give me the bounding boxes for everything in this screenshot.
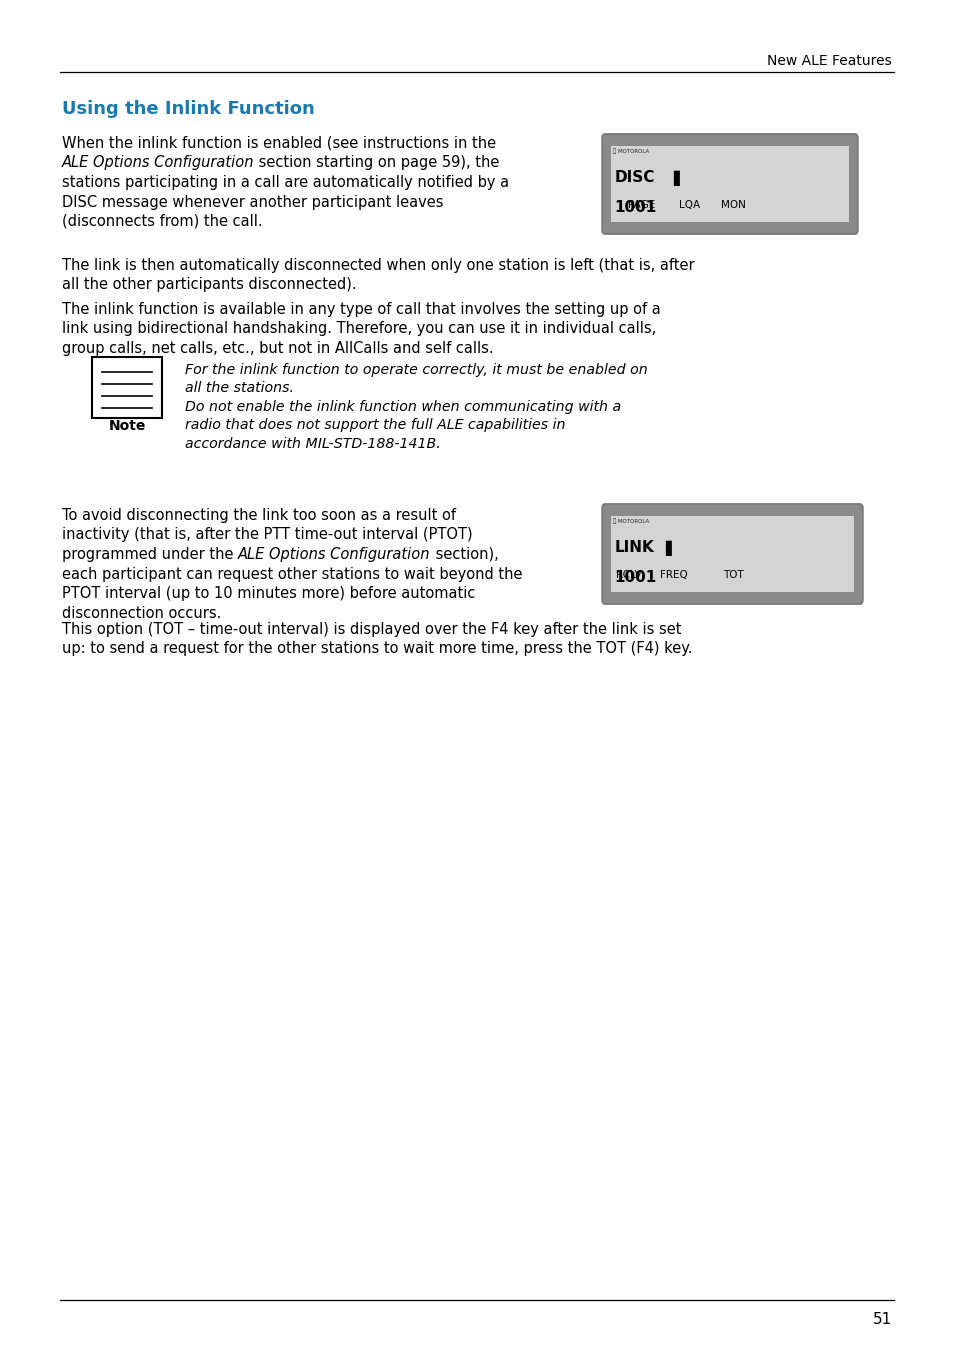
Text: ▌: ▌: [672, 170, 683, 185]
Text: Note: Note: [109, 419, 146, 433]
Text: 1001: 1001: [614, 200, 656, 215]
Text: Do not enable the inlink function when communicating with a: Do not enable the inlink function when c…: [185, 400, 620, 414]
Text: MON: MON: [720, 200, 745, 211]
Text: all the stations.: all the stations.: [185, 381, 294, 396]
Text: Using the Inlink Function: Using the Inlink Function: [62, 100, 314, 118]
Text: up: to send a request for the other stations to wait more time, press the TOT (F: up: to send a request for the other stat…: [62, 641, 692, 657]
Text: each participant can request other stations to wait beyond the: each participant can request other stati…: [62, 566, 522, 581]
Text: The link is then automatically disconnected when only one station is left (that : The link is then automatically disconnec…: [62, 258, 694, 273]
Text: disconnection occurs.: disconnection occurs.: [62, 606, 221, 621]
Text: LINK: LINK: [614, 541, 654, 556]
Text: 1001: 1001: [614, 571, 656, 585]
Text: all the other participants disconnected).: all the other participants disconnected)…: [62, 277, 356, 292]
FancyBboxPatch shape: [92, 357, 162, 418]
Text: 51: 51: [872, 1311, 891, 1328]
Text: stations participating in a call are automatically notified by a: stations participating in a call are aut…: [62, 174, 509, 191]
Text: When the inlink function is enabled (see instructions in the: When the inlink function is enabled (see…: [62, 137, 496, 151]
Text: inactivity (that is, after the PTT time-out interval (PTOT): inactivity (that is, after the PTT time-…: [62, 527, 472, 542]
Text: group calls, net calls, etc., but not in AllCalls and self calls.: group calls, net calls, etc., but not in…: [62, 341, 493, 356]
Text: This option (TOT – time-out interval) is displayed over the F4 key after the lin: This option (TOT – time-out interval) is…: [62, 622, 680, 637]
Text: LQA: LQA: [679, 200, 700, 211]
Text: accordance with MIL-STD-188-141B.: accordance with MIL-STD-188-141B.: [185, 437, 440, 452]
Text: section),: section),: [430, 548, 497, 562]
Text: programmed under the: programmed under the: [62, 548, 238, 562]
Text: link using bidirectional handshaking. Therefore, you can use it in individual ca: link using bidirectional handshaking. Th…: [62, 322, 656, 337]
Text: ▌: ▌: [664, 541, 676, 556]
Text: FREQ: FREQ: [659, 571, 687, 580]
Text: The inlink function is available in any type of call that involves the setting u: The inlink function is available in any …: [62, 301, 660, 316]
Text: section starting on page 59), the: section starting on page 59), the: [254, 155, 499, 170]
Text: DISC: DISC: [614, 170, 654, 185]
Text: Ⓜ MOTOROLA: Ⓜ MOTOROLA: [612, 519, 648, 525]
FancyBboxPatch shape: [601, 504, 862, 604]
Text: DISC message whenever another participant leaves: DISC message whenever another participan…: [62, 195, 443, 210]
Text: Ⓜ MOTOROLA: Ⓜ MOTOROLA: [612, 149, 648, 154]
FancyBboxPatch shape: [601, 134, 857, 234]
Text: ALE Options Configuration: ALE Options Configuration: [62, 155, 254, 170]
Text: PTOT interval (up to 10 minutes more) before automatic: PTOT interval (up to 10 minutes more) be…: [62, 585, 475, 602]
Text: PAGE: PAGE: [627, 200, 655, 211]
Text: (disconnects from) the call.: (disconnects from) the call.: [62, 214, 262, 228]
FancyBboxPatch shape: [610, 516, 853, 592]
Text: New ALE Features: New ALE Features: [766, 54, 891, 68]
Text: ALE Options Configuration: ALE Options Configuration: [238, 548, 430, 562]
Text: For the inlink function to operate correctly, it must be enabled on: For the inlink function to operate corre…: [185, 362, 647, 377]
Text: TOT: TOT: [722, 571, 743, 580]
Text: RCLV: RCLV: [616, 571, 641, 580]
Text: To avoid disconnecting the link too soon as a result of: To avoid disconnecting the link too soon…: [62, 508, 456, 523]
Text: radio that does not support the full ALE capabilities in: radio that does not support the full ALE…: [185, 419, 565, 433]
FancyBboxPatch shape: [610, 146, 848, 222]
